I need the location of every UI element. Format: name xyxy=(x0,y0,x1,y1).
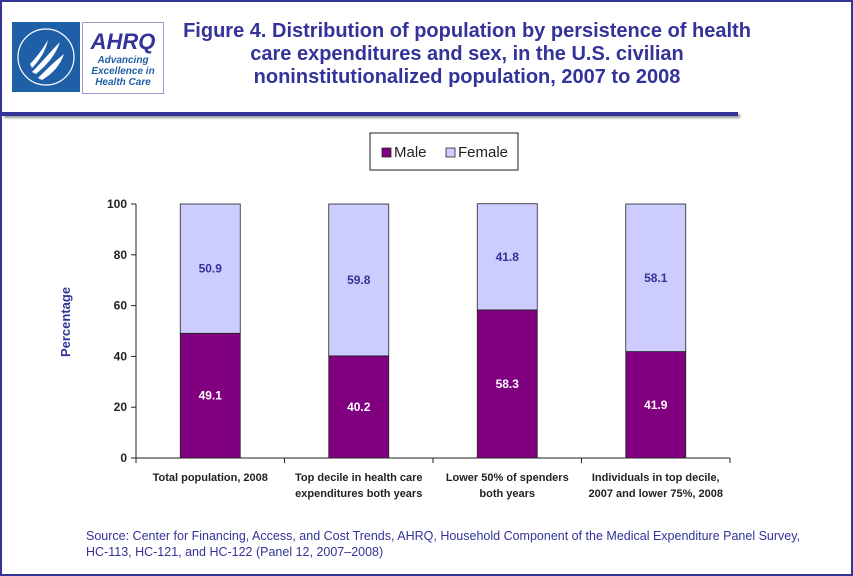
bar-segment xyxy=(476,203,538,311)
data-label: 59.8 xyxy=(347,273,371,287)
data-label: 40.2 xyxy=(347,400,371,414)
y-tick-label: 60 xyxy=(114,299,128,313)
source-note: Source: Center for Financing, Access, an… xyxy=(86,529,801,559)
y-tick-label: 40 xyxy=(114,349,128,363)
data-label: 49.1 xyxy=(199,389,223,403)
bar-segment xyxy=(328,203,390,357)
data-label: 58.1 xyxy=(644,271,668,285)
header-rule xyxy=(2,112,738,116)
y-axis-label: Percentage xyxy=(58,287,73,357)
y-tick-label: 100 xyxy=(107,197,127,211)
bar-segment xyxy=(625,203,687,352)
data-label: 41.8 xyxy=(496,250,520,264)
bar-segment xyxy=(328,355,390,459)
chart-title: Figure 4. Distribution of population by … xyxy=(183,20,751,88)
seal-graphic xyxy=(17,28,75,86)
legend-label: Male xyxy=(394,144,427,161)
x-tick-label: Individuals in top decile, 2007 and lowe… xyxy=(588,472,724,500)
logo-name: AHRQ xyxy=(90,29,156,54)
x-tick-label: Lower 50% of spenders both years xyxy=(445,472,569,500)
legend-label: Female xyxy=(458,144,508,161)
x-tick-label: Total population, 2008 xyxy=(152,472,268,484)
bar-segment xyxy=(179,203,241,334)
bar-segment xyxy=(179,332,241,459)
y-tick-label: 0 xyxy=(120,451,127,465)
y-tick-label: 20 xyxy=(114,400,128,414)
legend-swatch xyxy=(381,147,392,158)
hhs-seal xyxy=(12,22,80,92)
data-label: 58.3 xyxy=(496,377,520,391)
bar-segment xyxy=(625,351,687,459)
legend-box xyxy=(369,132,519,171)
x-tick-label: Top decile in health care expenditures b… xyxy=(294,472,423,500)
data-label: 41.9 xyxy=(644,398,668,412)
data-label: 50.9 xyxy=(199,262,223,276)
logo-tagline: Advancing Excellence in Health Care xyxy=(91,55,155,88)
bar-segment xyxy=(476,309,538,459)
legend-swatch xyxy=(445,147,456,158)
ahrq-logo: AHRQ Advancing Excellence in Health Care xyxy=(82,22,164,94)
y-tick-label: 80 xyxy=(114,248,128,262)
